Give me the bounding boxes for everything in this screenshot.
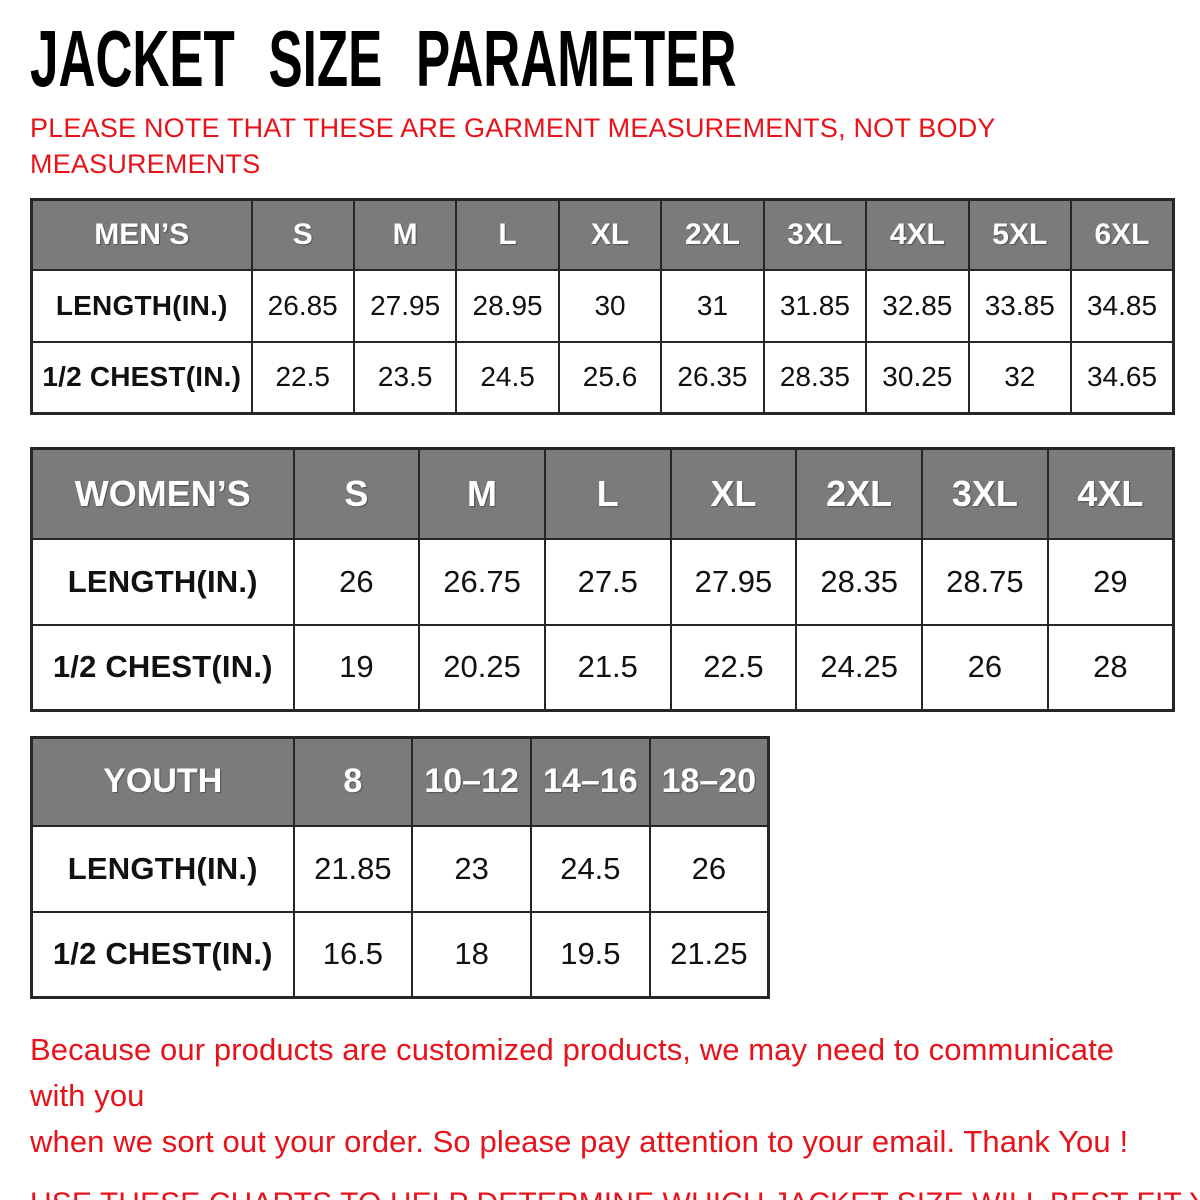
value-cell: 28 [1046,623,1175,712]
size-header-cell: 3XL [921,447,1049,540]
value-cell: 26.35 [660,340,765,415]
value-cell: 34.85 [1070,268,1175,343]
row-label-cell: LENGTH(IN.) [30,824,295,913]
row-label-cell: 1/2 CHEST(IN.) [30,910,295,999]
value-cell: 24.5 [455,340,560,415]
size-header-cell: 4XL [865,198,970,271]
table-title-cell: MEN’S [30,198,253,271]
row-label-cell: LENGTH(IN.) [30,537,295,626]
size-header-cell: M [352,198,458,271]
value-cell: 26.85 [250,268,355,343]
size-header-cell: 4XL [1046,447,1175,540]
size-header-cell: 8 [292,736,414,827]
value-cell: 21.25 [648,910,770,999]
value-cell: 23.5 [352,340,458,415]
value-cell: 25.6 [557,340,663,415]
size-header-cell: 14–16 [530,736,651,827]
size-header-cell: XL [557,198,663,271]
value-cell: 27.5 [543,537,672,626]
table-title-cell: YOUTH [30,736,295,827]
value-cell: 26.75 [418,537,546,626]
value-cell: 16.5 [292,910,414,999]
garment-measurement-note: PLEASE NOTE THAT THESE ARE GARMENT MEASU… [30,113,996,179]
value-cell: 28.35 [762,340,868,415]
size-header-cell: 2XL [795,447,924,540]
value-cell: 30 [557,268,663,343]
value-cell: 22.5 [669,623,798,712]
table-title-cell: WOMEN’S [30,447,295,540]
measurement-row: LENGTH(IN.) 26 26.75 27.5 27.95 28.35 28.75 29 [30,537,1175,626]
value-cell: 24.25 [795,623,924,712]
measurement-row: LENGTH(IN.) 26.85 27.95 28.95 30 31 31.85 32.85… [30,268,1175,343]
value-cell: 27.95 [669,537,798,626]
value-cell: 27.95 [352,268,458,343]
value-cell: 21.5 [543,623,672,712]
size-header-cell: L [543,447,672,540]
value-cell: 19.5 [530,910,651,999]
womens-size-table: WOMEN’S S M L XL 2XL 3XL 4XL LENGTH(IN.) 26 26.75 2… [30,447,1175,712]
size-header-cell: 5XL [967,198,1073,271]
value-cell: 33.85 [967,268,1073,343]
value-cell: 23 [411,824,532,913]
size-header-cell: S [292,447,421,540]
value-cell: 29 [1046,537,1175,626]
value-cell: 26 [648,824,770,913]
value-cell: 24.5 [530,824,651,913]
size-header-cell: 10–12 [411,736,532,827]
row-label-cell: LENGTH(IN.) [30,268,253,343]
value-cell: 31.85 [762,268,868,343]
page-title: JACKET SIZE PARAMETER [30,14,737,103]
youth-size-table: YOUTH 8 10–12 14–16 18–20 LENGTH(IN.) 21.85 23 2… [30,736,770,999]
value-cell: 22.5 [250,340,355,415]
size-header-cell: L [455,198,560,271]
header-row: MEN’S S M L XL 2XL 3XL 4XL 5XL 6XL [30,198,1175,271]
measurement-row: 1/2 CHEST(IN.) 16.5 18 19.5 21.25 [30,910,770,999]
size-header-cell: XL [669,447,798,540]
value-cell: 32.85 [865,268,970,343]
value-cell: 26 [921,623,1049,712]
value-cell: 19 [292,623,421,712]
measurement-row: 1/2 CHEST(IN.) 19 20.25 21.5 22.5 24.25 26 28 [30,623,1175,712]
measurement-row: LENGTH(IN.) 21.85 23 24.5 26 [30,824,770,913]
value-cell: 20.25 [418,623,546,712]
row-label-cell: 1/2 CHEST(IN.) [30,623,295,712]
header-row: WOMEN’S S M L XL 2XL 3XL 4XL [30,447,1175,540]
size-header-cell: S [250,198,355,271]
value-cell: 32 [967,340,1073,415]
mens-size-table: MEN’S S M L XL 2XL 3XL 4XL 5XL 6XL LENGTH(IN.) 26.8… [30,198,1175,415]
value-cell: 26 [292,537,421,626]
size-header-cell: 6XL [1070,198,1175,271]
size-header-cell: 2XL [660,198,765,271]
fit-guidance-callout: USE THESE CHARTS TO HELP DETERMINE WHICH… [30,1187,1200,1200]
value-cell: 28.35 [795,537,924,626]
value-cell: 34.65 [1070,340,1175,415]
value-cell: 28.95 [455,268,560,343]
value-cell: 21.85 [292,824,414,913]
header-row: YOUTH 8 10–12 14–16 18–20 [30,736,770,827]
value-cell: 18 [411,910,532,999]
size-header-cell: M [418,447,546,540]
size-header-cell: 18–20 [648,736,770,827]
row-label-cell: 1/2 CHEST(IN.) [30,340,253,415]
size-header-cell: 3XL [762,198,868,271]
value-cell: 30.25 [865,340,970,415]
customization-notice: Because our products are customized prod… [30,1032,1129,1159]
measurement-row: 1/2 CHEST(IN.) 22.5 23.5 24.5 25.6 26.35 28.35… [30,340,1175,415]
value-cell: 31 [660,268,765,343]
value-cell: 28.75 [921,537,1049,626]
